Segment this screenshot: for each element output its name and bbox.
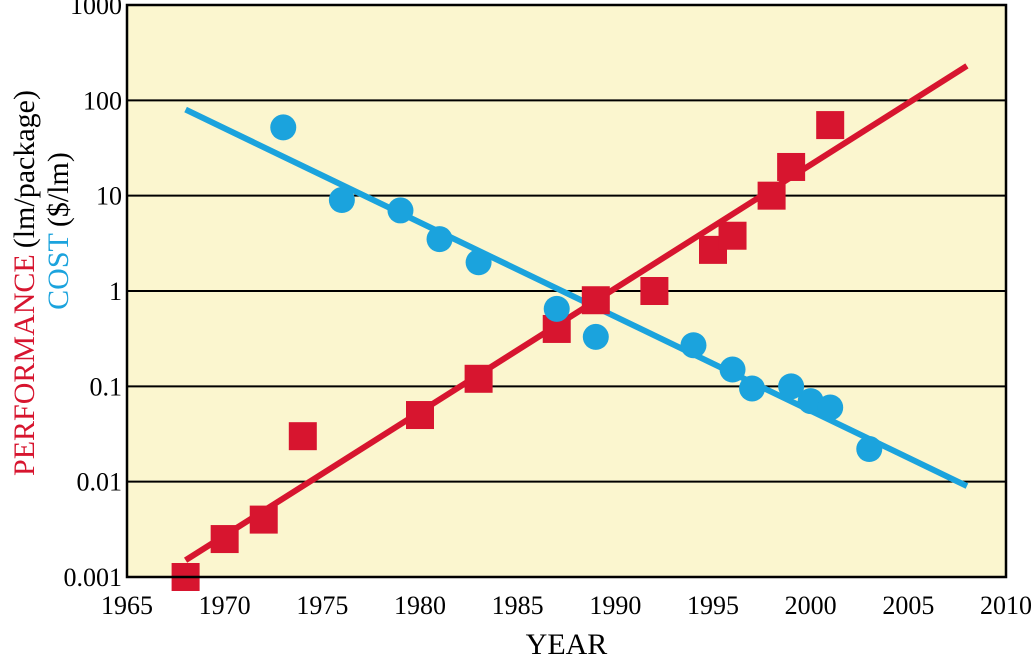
cost-point: [582, 323, 609, 350]
cost-point: [387, 197, 414, 224]
cost-point: [739, 375, 766, 402]
cost-point: [270, 114, 297, 141]
performance-label: PERFORMANCE: [8, 254, 41, 476]
cost-point: [719, 356, 746, 383]
y-tick-label: 1: [109, 277, 122, 306]
y-tick-label: 10: [96, 182, 122, 211]
cost-trend-line: [184, 106, 969, 489]
x-tick-label: 1965: [101, 591, 153, 620]
performance-point: [816, 111, 845, 140]
y-tick-label: 1000: [70, 0, 122, 20]
y-axis-title-cost: COST ($/lm): [42, 152, 75, 310]
x-tick-labels: 1965 1970 1975 1980 1985 1990 1995 2000 2005 2010: [101, 591, 1032, 620]
cost-point: [328, 187, 355, 214]
x-tick-label: 2010: [980, 591, 1032, 620]
cost-point: [680, 332, 707, 359]
performance-point: [777, 152, 806, 181]
x-tick-label: 1975: [296, 591, 348, 620]
trend-lines: [183, 63, 969, 563]
performance-point: [406, 401, 434, 430]
performance-point: [464, 364, 493, 393]
x-tick-label: 1995: [687, 591, 739, 620]
performance-point: [210, 525, 239, 554]
x-axis-title: YEAR: [526, 628, 608, 657]
y-tick-label: 100: [83, 86, 122, 115]
performance-point: [640, 277, 669, 305]
cost-point: [856, 436, 883, 463]
performance-trend-line: [183, 63, 969, 563]
performance-point: [288, 422, 317, 451]
x-tick-label: 1990: [589, 591, 641, 620]
x-tick-label: 2000: [785, 591, 837, 620]
performance-point: [249, 505, 278, 534]
cost-point: [778, 373, 805, 400]
cost-point: [543, 295, 570, 322]
performance-point: [581, 286, 610, 315]
y-tick-labels: 0.001 0.01 0.1 1 10 100 1000: [64, 0, 123, 592]
performance-point: [757, 181, 786, 210]
plot-frame: [125, 3, 1008, 579]
cost-point: [426, 226, 453, 253]
cost-label: COST: [42, 233, 75, 310]
y-axis-title-performance: PERFORMANCE (lm/package): [8, 90, 41, 476]
y-tick-label: 0.1: [90, 372, 123, 401]
y-tick-label: 0.001: [64, 563, 123, 592]
performance-point: [718, 221, 747, 250]
performance-unit: (lm/package): [8, 90, 41, 248]
cost-unit: ($/lm): [42, 152, 75, 227]
x-tick-label: 1980: [394, 591, 446, 620]
cost-point: [817, 394, 844, 421]
x-tick-label: 1970: [199, 591, 251, 620]
y-tick-label: 0.01: [77, 468, 123, 497]
cost-point: [465, 249, 492, 276]
cost-point: [797, 388, 824, 415]
x-tick-label: 1985: [492, 591, 544, 620]
x-tick-label: 2005: [882, 591, 934, 620]
